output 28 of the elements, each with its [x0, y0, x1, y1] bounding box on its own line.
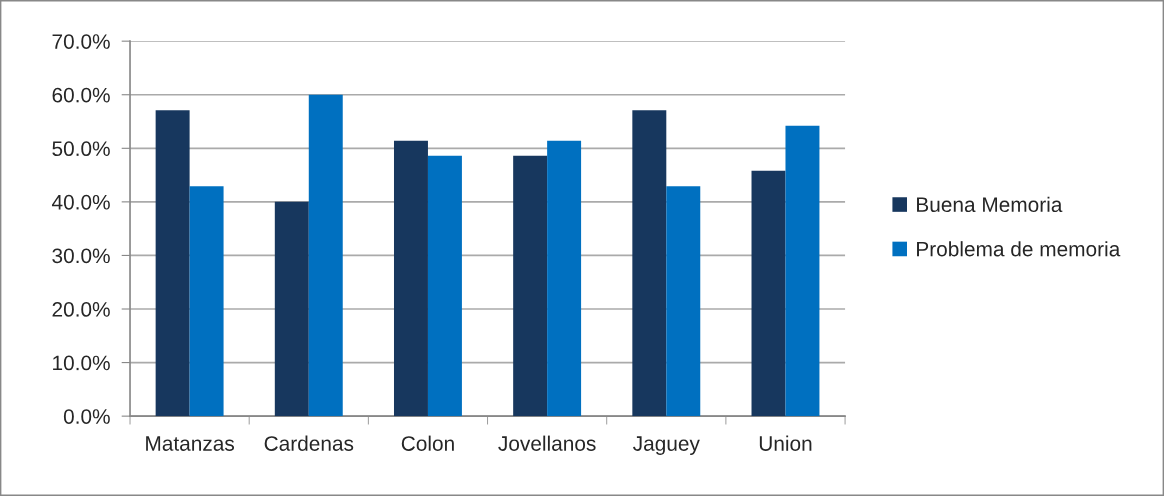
bar: [547, 140, 582, 417]
y-tick-label: 60.0%: [52, 87, 110, 103]
legend-label: Problema de memoria: [917, 241, 1121, 257]
bar: [785, 125, 820, 417]
x-tick-label: Jaguey: [633, 436, 700, 456]
bar: [427, 155, 462, 417]
bar: [274, 201, 309, 417]
bar: [308, 94, 343, 417]
y-tick-label: 10.0%: [53, 355, 110, 371]
y-tick-label: 0.0%: [63, 409, 110, 424]
x-tick-label: Matanzas: [146, 436, 235, 451]
y-tick-label: 30.0%: [52, 248, 110, 264]
bar: [513, 155, 548, 417]
legend-label: Buena Memoria: [917, 196, 1063, 213]
y-tick-label: 20.0%: [52, 302, 110, 317]
y-tick-label: 50.0%: [52, 141, 110, 157]
x-tick-label: Cardenas: [264, 435, 354, 451]
x-tick-label: Colon: [401, 435, 454, 451]
y-tick-label: 70.0%: [52, 34, 110, 49]
bar: [155, 110, 190, 417]
bar: [666, 186, 701, 417]
bar: [751, 170, 786, 417]
bar: [393, 140, 428, 417]
y-tick-label: 40.0%: [51, 194, 110, 210]
bar: [189, 186, 224, 417]
x-tick-label: Jovellanos: [498, 435, 596, 451]
x-tick-label: Union: [759, 435, 812, 451]
bar: [632, 110, 667, 417]
